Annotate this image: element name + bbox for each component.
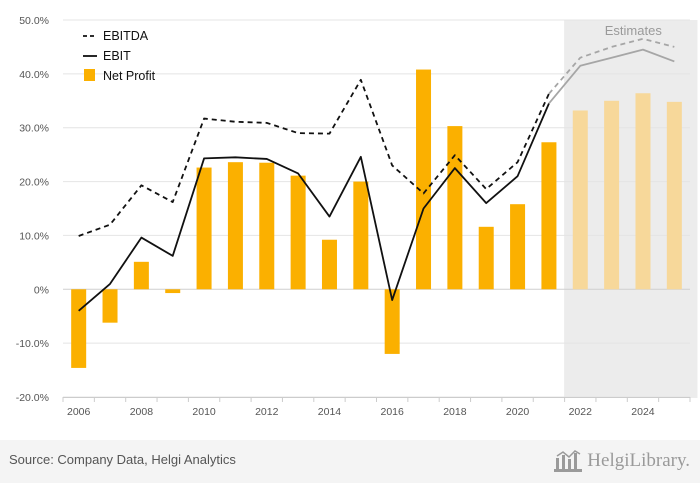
net-profit-bar — [227, 162, 243, 290]
net-profit-bar — [290, 175, 306, 290]
net-profit-bar — [102, 289, 118, 323]
library-building-icon — [554, 450, 583, 472]
x-tick-label: 2006 — [67, 406, 91, 418]
net-profit-bar — [666, 101, 682, 290]
y-tick-label: 10.0% — [19, 230, 49, 242]
ebitda-estimate-line — [548, 37, 675, 95]
chart-area: Estimates 50.0% 40.0% 30.0% 20.0% 10.0% 0% -10.… — [16, 15, 698, 418]
net-profit-bar — [478, 226, 494, 290]
ebitda-line — [78, 78, 550, 237]
net-profit-bar — [165, 289, 181, 294]
net-profit-bar — [321, 239, 337, 290]
footer: Source: Company Data, Helgi Analytics He… — [0, 440, 700, 483]
legend-ebitda-label: EBITDA — [103, 29, 149, 43]
net-profit-bar — [572, 110, 588, 290]
helgi-library-logo[interactable]: HelgiLibrary. — [553, 446, 690, 476]
x-tick-label: 2012 — [255, 406, 279, 418]
net-profit-bar — [259, 162, 275, 290]
net-profit-bar — [541, 142, 557, 290]
y-tick-label: 30.0% — [19, 123, 49, 135]
y-tick-label: 50.0% — [19, 15, 49, 27]
net-profit-bar — [447, 126, 463, 290]
legend-net-profit-label: Net Profit — [103, 69, 156, 83]
x-tick-label: 2024 — [631, 406, 655, 418]
x-tick-label: 2014 — [318, 406, 342, 418]
x-tick-label: 2010 — [192, 406, 216, 418]
chart: Estimates 50.0% 40.0% 30.0% 20.0% 10.0% 0% -10.… — [16, 15, 698, 418]
net-profit-bar — [71, 289, 87, 368]
legend-ebit-label: EBIT — [103, 49, 131, 63]
net-profit-bar — [133, 261, 149, 290]
y-tick-label: -20.0% — [16, 392, 49, 404]
net-profit-bar — [416, 69, 432, 290]
y-tick-label: 0% — [34, 284, 49, 296]
y-tick-label: 40.0% — [19, 69, 49, 81]
net-profit-bar — [635, 93, 651, 290]
net-profit-bar — [384, 289, 400, 354]
y-tick-label: 20.0% — [19, 177, 49, 189]
logo-text: HelgiLibrary. — [587, 450, 690, 471]
net-profit-bar — [510, 204, 526, 290]
x-tick-label: 2018 — [443, 406, 467, 418]
x-tick-label: 2008 — [130, 406, 154, 418]
net-profit-bar — [353, 181, 369, 290]
net-profit-bar — [196, 167, 212, 290]
source-note: Source: Company Data, Helgi Analytics — [9, 452, 236, 467]
ebit-estimate-line — [548, 48, 675, 105]
estimates-label: Estimates — [605, 23, 663, 38]
net-profit-bar — [604, 100, 620, 290]
ebit-line — [78, 103, 550, 312]
legend-net-profit-swatch — [84, 69, 95, 81]
x-tick-label: 2020 — [506, 406, 530, 418]
y-tick-label: -10.0% — [16, 338, 49, 350]
x-tick-label: 2016 — [380, 406, 404, 418]
x-tick-label: 2022 — [569, 406, 593, 418]
